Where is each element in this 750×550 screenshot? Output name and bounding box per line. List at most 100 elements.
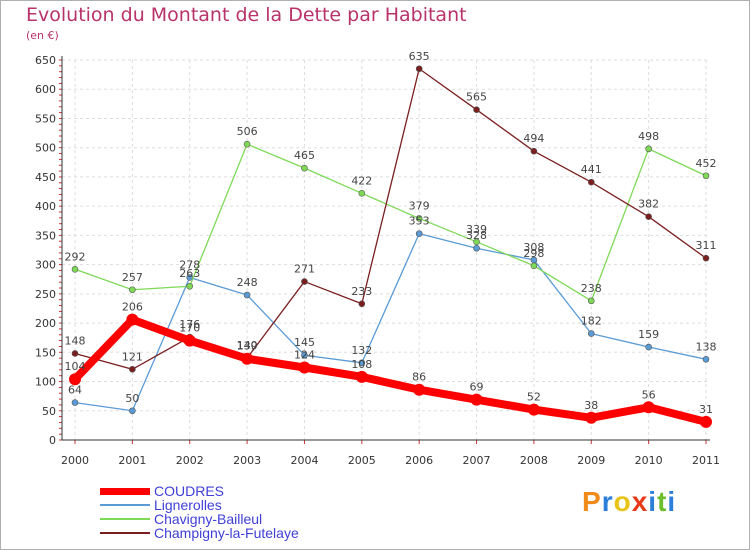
data-label: 465 bbox=[294, 149, 315, 162]
data-label: 328 bbox=[466, 229, 487, 242]
data-point bbox=[413, 383, 426, 396]
data-point bbox=[129, 407, 136, 415]
x-tick-label: 2010 bbox=[635, 454, 663, 467]
legend-swatch bbox=[100, 532, 150, 534]
y-tick-label: 200 bbox=[35, 317, 56, 330]
logo-letter: r bbox=[601, 486, 614, 517]
data-point bbox=[358, 300, 366, 308]
data-label: 353 bbox=[409, 215, 430, 228]
data-point bbox=[415, 230, 423, 237]
data-point bbox=[243, 140, 251, 148]
data-point bbox=[358, 189, 366, 197]
x-tick-label: 2001 bbox=[118, 454, 146, 467]
data-label: 108 bbox=[351, 358, 372, 371]
data-label: 56 bbox=[642, 388, 656, 401]
data-point bbox=[587, 297, 595, 305]
x-tick-label: 2006 bbox=[405, 454, 433, 467]
logo-letter: i bbox=[648, 486, 658, 517]
axes: 0501001502002503003504004505005506006502… bbox=[35, 54, 720, 467]
data-point bbox=[702, 254, 710, 262]
y-tick-label: 100 bbox=[35, 376, 56, 389]
x-tick-label: 2005 bbox=[348, 454, 376, 467]
data-label: 206 bbox=[122, 301, 143, 314]
logo-letter: x bbox=[631, 486, 649, 517]
data-point bbox=[527, 403, 540, 416]
data-labels: 64 50 278 248 145 132 353 328 308 182 159 138 292 257… bbox=[65, 50, 717, 416]
data-point bbox=[126, 313, 139, 326]
data-point bbox=[243, 291, 251, 299]
data-label: 292 bbox=[65, 250, 86, 263]
data-label: 379 bbox=[409, 199, 430, 212]
y-tick-label: 350 bbox=[35, 229, 56, 242]
x-tick-label: 2004 bbox=[290, 454, 318, 467]
data-label: 271 bbox=[294, 263, 315, 276]
data-label: 238 bbox=[581, 282, 602, 295]
data-point bbox=[587, 178, 595, 186]
data-label: 311 bbox=[696, 239, 717, 252]
legend-swatch bbox=[100, 518, 150, 520]
data-point bbox=[301, 278, 308, 285]
y-tick-label: 450 bbox=[35, 171, 56, 184]
data-point bbox=[129, 365, 136, 373]
data-point bbox=[702, 172, 710, 180]
data-label: 121 bbox=[122, 350, 143, 363]
data-point bbox=[415, 65, 423, 73]
logo-letter: o bbox=[613, 486, 632, 517]
data-label: 452 bbox=[696, 157, 717, 170]
data-label: 170 bbox=[179, 322, 200, 335]
series-line bbox=[74, 232, 707, 412]
data-label: 31 bbox=[699, 403, 713, 416]
data-label: 257 bbox=[122, 271, 143, 284]
data-label: 52 bbox=[527, 391, 541, 404]
y-tick-label: 0 bbox=[49, 434, 56, 447]
data-label: 176 bbox=[179, 318, 200, 331]
data-point bbox=[186, 282, 194, 290]
data-label: 339 bbox=[466, 223, 487, 236]
y-tick-label: 150 bbox=[35, 346, 56, 359]
data-label: 138 bbox=[696, 340, 717, 353]
data-point bbox=[700, 415, 712, 428]
data-point bbox=[415, 215, 423, 222]
y-tick-label: 650 bbox=[35, 54, 56, 67]
data-point bbox=[358, 359, 366, 367]
data-label: 69 bbox=[470, 381, 484, 394]
legend-label: Champigny-la-Futelaye bbox=[154, 525, 299, 541]
chart-title: Evolution du Montant de la Dette par Hab… bbox=[26, 4, 467, 26]
data-point bbox=[298, 361, 311, 374]
data-point bbox=[473, 244, 480, 252]
data-label: 248 bbox=[237, 276, 258, 289]
x-tick-label: 2000 bbox=[61, 454, 89, 467]
data-label: 278 bbox=[179, 258, 200, 271]
data-point bbox=[71, 265, 79, 273]
legend-label: Chavigny-Bailleul bbox=[154, 511, 263, 527]
logo-letter: t bbox=[657, 486, 668, 517]
data-label: 233 bbox=[351, 285, 372, 298]
legend-label: COUDRES bbox=[154, 483, 225, 499]
data-label: 441 bbox=[581, 163, 602, 176]
data-point bbox=[645, 145, 652, 153]
data-label: 498 bbox=[638, 130, 659, 143]
data-label: 494 bbox=[523, 132, 544, 145]
series-line bbox=[74, 68, 707, 370]
data-label: 308 bbox=[523, 241, 544, 254]
data-point bbox=[585, 411, 598, 424]
data-label: 635 bbox=[409, 50, 430, 63]
data-point bbox=[71, 350, 79, 357]
data-point bbox=[473, 106, 480, 113]
data-label: 298 bbox=[523, 247, 544, 260]
y-tick-label: 600 bbox=[35, 83, 56, 96]
data-label: 140 bbox=[237, 339, 258, 352]
chart-subtitle: (en €) bbox=[26, 29, 59, 42]
data-label: 565 bbox=[466, 91, 487, 104]
x-tick-label: 2009 bbox=[577, 454, 605, 467]
series-line bbox=[74, 143, 707, 302]
data-point bbox=[645, 343, 652, 351]
y-tick-label: 500 bbox=[35, 142, 56, 155]
y-tick-label: 300 bbox=[35, 259, 56, 272]
data-point bbox=[355, 370, 368, 383]
data-point bbox=[587, 330, 595, 337]
x-tick-label: 2008 bbox=[520, 454, 548, 467]
data-point bbox=[69, 373, 81, 386]
data-label: 64 bbox=[68, 384, 82, 397]
